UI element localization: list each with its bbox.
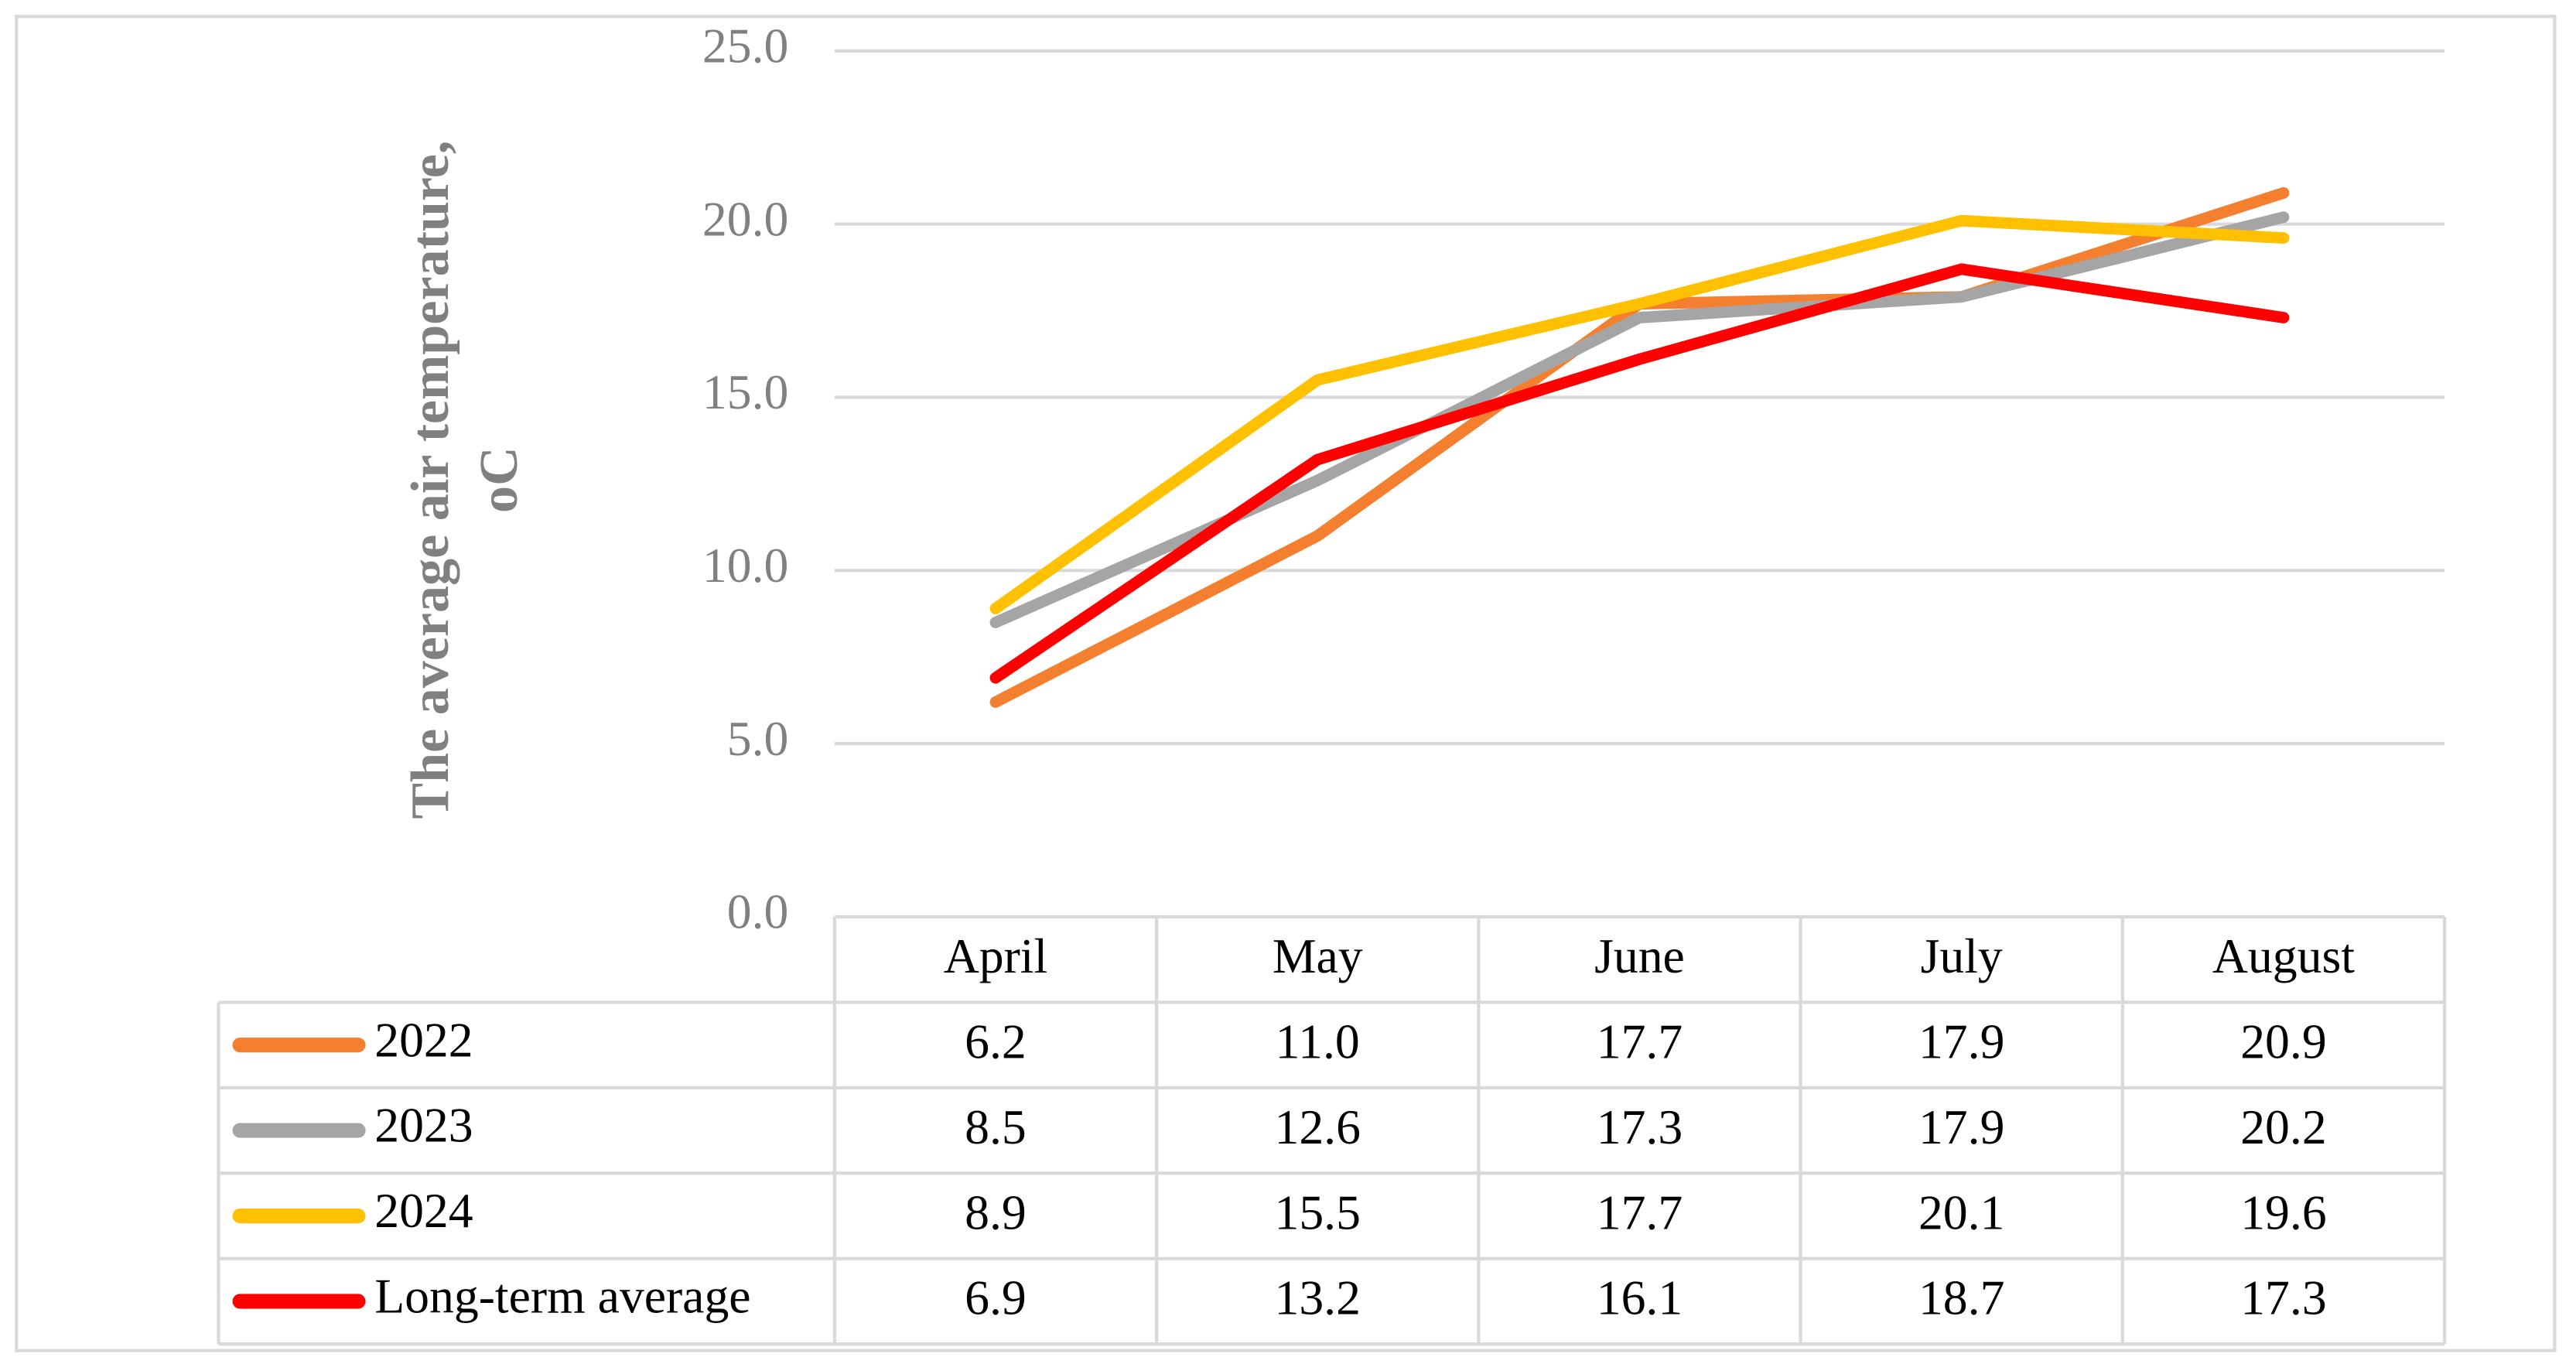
table-value: 18.7 xyxy=(1918,1270,2004,1325)
table-value: 17.3 xyxy=(2240,1270,2326,1325)
table-value: 15.5 xyxy=(1274,1185,1360,1239)
legend-label: Long-term average xyxy=(374,1269,750,1324)
table-value: 17.9 xyxy=(1918,1099,2004,1154)
table-value: 17.7 xyxy=(1597,1185,1683,1239)
table-value: 17.9 xyxy=(1918,1014,2004,1068)
y-tick-label: 5.0 xyxy=(727,711,789,766)
table-value: 8.9 xyxy=(965,1185,1027,1239)
table-value: 20.1 xyxy=(1918,1185,2004,1239)
table-value: 20.2 xyxy=(2240,1099,2326,1154)
table-value: 17.7 xyxy=(1597,1014,1683,1068)
table-value: 11.0 xyxy=(1276,1014,1360,1068)
y-axis-title-line: The average air temperature, xyxy=(401,141,460,819)
table-value: 16.1 xyxy=(1597,1270,1683,1325)
x-tick-label: August xyxy=(2212,928,2355,983)
x-tick-label: July xyxy=(1921,928,2003,983)
y-tick-label: 25.0 xyxy=(702,18,788,73)
table-value: 20.9 xyxy=(2240,1014,2326,1068)
y-tick-label: 0.0 xyxy=(727,884,789,939)
y-tick-label: 20.0 xyxy=(702,191,788,246)
y-tick-label: 15.0 xyxy=(702,364,788,419)
y-tick-label: 10.0 xyxy=(702,538,788,593)
x-tick-label: April xyxy=(944,928,1047,983)
table-value: 17.3 xyxy=(1597,1099,1683,1154)
series-line xyxy=(989,214,2290,615)
y-axis-title: The average air temperature, oC xyxy=(401,141,529,819)
table-value: 13.2 xyxy=(1274,1270,1360,1325)
x-tick-label: June xyxy=(1594,928,1685,983)
legend-label: 2022 xyxy=(374,1012,473,1067)
y-axis-title-line: oC xyxy=(470,446,529,513)
legend-label: 2023 xyxy=(374,1098,473,1153)
table-value: 6.9 xyxy=(965,1270,1027,1325)
legend-label: 2024 xyxy=(374,1183,473,1238)
table-value: 8.5 xyxy=(965,1099,1027,1154)
table-value: 6.2 xyxy=(965,1014,1027,1068)
x-tick-label: May xyxy=(1273,928,1363,983)
series-line xyxy=(989,263,2290,684)
table-value: 12.6 xyxy=(1274,1099,1360,1154)
table-value: 19.6 xyxy=(2240,1185,2326,1239)
